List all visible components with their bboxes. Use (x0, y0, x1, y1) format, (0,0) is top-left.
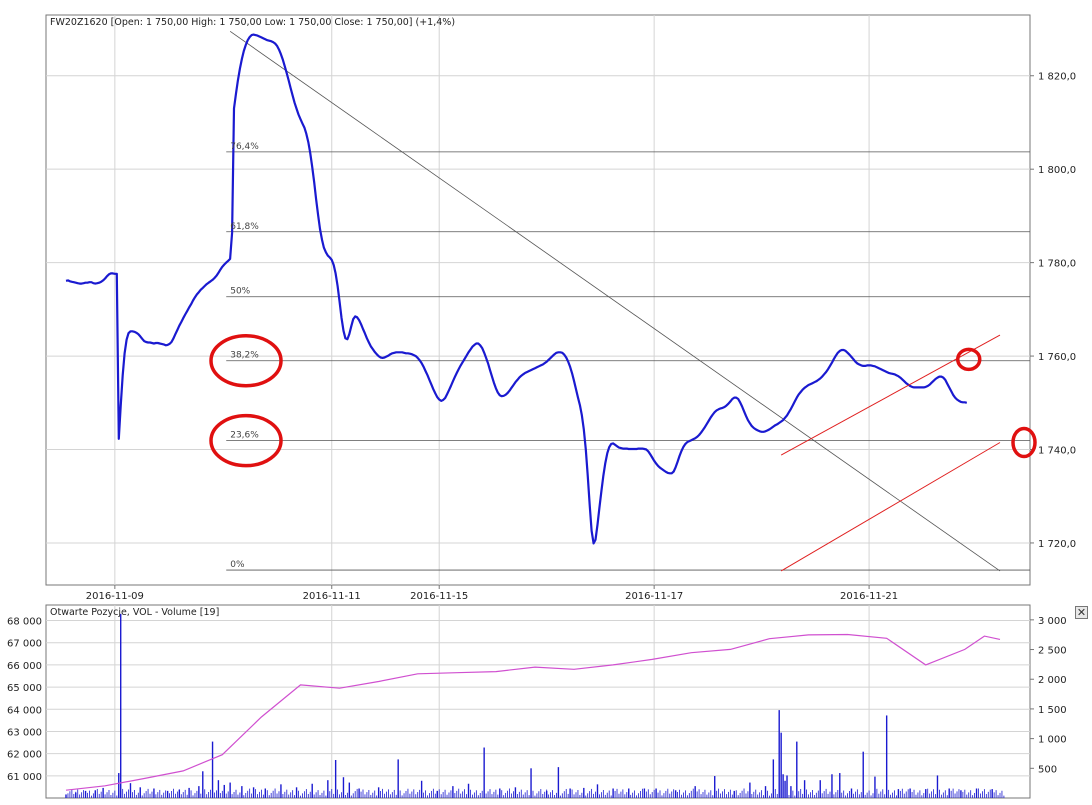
x-tick-label: 2016-11-09 (86, 591, 144, 602)
x-tick-label: 2016-11-21 (840, 591, 898, 602)
volume-right-tick-label: 3 000 (1038, 616, 1067, 627)
volume-right-tick-label: 1 000 (1038, 735, 1067, 746)
open-interest-line (65, 633, 1001, 791)
y-tick-label: 1 740,0 (1038, 446, 1076, 457)
y-tick-label: 1 780,0 (1038, 259, 1076, 270)
volume-left-tick-label: 67 000 (7, 639, 42, 650)
volume-plot-frame (45, 604, 1031, 799)
volume-left-tick-label: 66 000 (7, 661, 42, 672)
fibonacci-level-label: 23,6% (230, 431, 259, 441)
volume-left-tick-label: 65 000 (7, 683, 42, 694)
volume-left-tick-label: 64 000 (7, 705, 42, 716)
highlight-circle (209, 333, 283, 388)
fibonacci-level-label: 38,2% (230, 351, 259, 361)
y-tick-label: 1 720,0 (1038, 539, 1076, 550)
volume-right-tick-label: 1 500 (1038, 705, 1067, 716)
y-tick-label: 1 820,0 (1038, 72, 1076, 83)
price-series-line (65, 33, 968, 545)
price-plot-frame (45, 14, 1031, 586)
fibonacci-level-label: 50% (230, 287, 250, 297)
channel-line-lower (780, 442, 1001, 572)
x-tick-label: 2016-11-17 (625, 591, 683, 602)
volume-right-tick-label: 500 (1038, 764, 1057, 775)
volume-left-tick-label: 62 000 (7, 750, 42, 761)
close-panel-button[interactable]: ✕ (1075, 606, 1088, 619)
volume-right-tick-label: 2 000 (1038, 675, 1067, 686)
x-tick-label: 2016-11-11 (303, 591, 361, 602)
highlight-circle (1011, 426, 1037, 459)
volume-chart-title: Otwarte Pozycje, VOL - Volume [19] (50, 607, 219, 618)
volume-right-tick-label: 2 500 (1038, 646, 1067, 657)
volume-left-tick-label: 63 000 (7, 727, 42, 738)
volume-left-tick-label: 61 000 (7, 772, 42, 783)
channel-line-upper (780, 334, 1001, 456)
fibonacci-level-label: 76,4% (230, 142, 259, 152)
volume-left-tick-label: 68 000 (7, 617, 42, 628)
y-tick-label: 1 800,0 (1038, 165, 1076, 176)
highlight-circle (209, 413, 283, 468)
fibonacci-level-label: 0% (230, 560, 245, 570)
x-tick-label: 2016-11-15 (410, 591, 468, 602)
y-tick-label: 1 760,0 (1038, 352, 1076, 363)
highlight-circle (955, 347, 982, 372)
fibonacci-level-label: 61,8% (230, 222, 259, 232)
trend-line (229, 31, 1001, 572)
price-chart-title: FW20Z1620 [Open: 1 750,00 High: 1 750,00… (50, 17, 455, 28)
